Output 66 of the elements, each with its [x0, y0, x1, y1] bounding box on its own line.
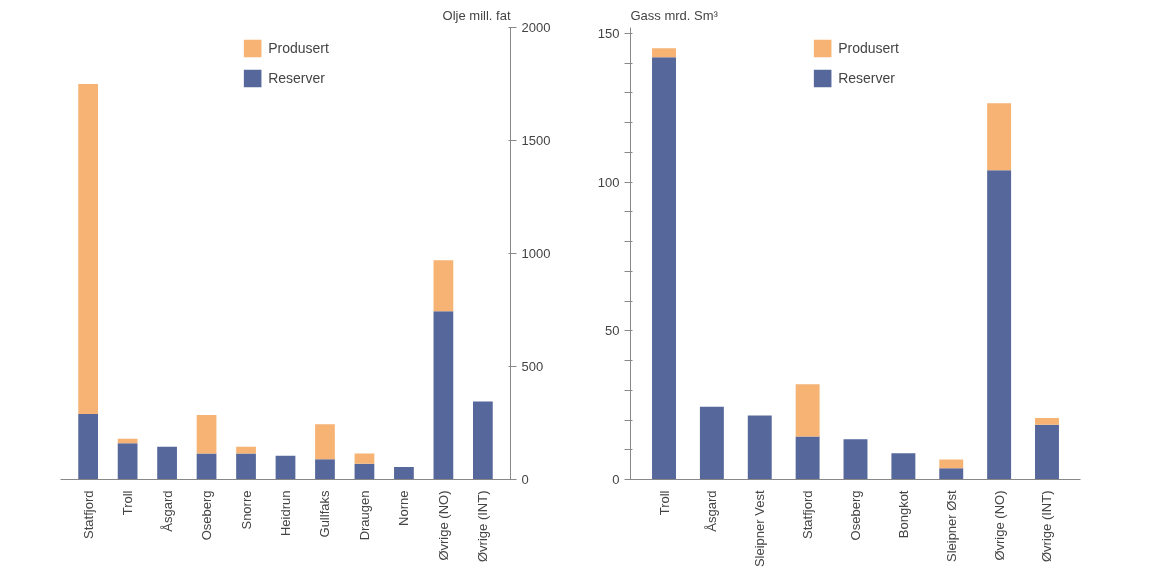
- bar: [1035, 424, 1059, 480]
- bar: [939, 468, 964, 480]
- y-tick-label: 500: [521, 359, 544, 374]
- y-tick-label: 2000: [521, 20, 551, 35]
- bar: [987, 103, 1012, 171]
- x-tick-label: Draugen: [356, 490, 372, 541]
- x-tick-label: Statfjord: [80, 490, 96, 539]
- bar: [236, 446, 256, 454]
- bar: [795, 384, 820, 437]
- legend-label: Produsert: [268, 40, 329, 56]
- bar: [236, 453, 256, 480]
- bar: [354, 463, 375, 480]
- bar: [433, 311, 454, 480]
- x-tick-label: Troll: [656, 490, 672, 516]
- legend-label: Produsert: [838, 40, 899, 56]
- x-tick-label: Øvrige (INT): [475, 490, 491, 562]
- bar: [987, 170, 1012, 480]
- bar: [196, 415, 217, 454]
- bar: [843, 439, 868, 480]
- x-tick-label: Gullfaks: [317, 490, 333, 538]
- bar: [939, 459, 964, 469]
- bar: [747, 415, 772, 480]
- bar: [433, 260, 454, 312]
- x-tick-label: Troll: [120, 490, 136, 516]
- x-tick-label: Norne: [396, 490, 412, 526]
- bar: [196, 453, 217, 480]
- y-tick-label: 0: [521, 472, 529, 487]
- y-tick-label: 50: [605, 323, 620, 339]
- x-tick-label: Øvrige (NO): [991, 490, 1007, 561]
- x-tick-label: Åsgard: [159, 490, 175, 532]
- x-tick-label: Bongkot: [895, 490, 911, 539]
- bar: [78, 413, 98, 480]
- x-tick-label: Sleipner Øst: [943, 490, 959, 563]
- bar: [315, 424, 335, 460]
- x-tick-label: Åsgard: [704, 490, 720, 532]
- x-tick-label: Snorre: [238, 490, 254, 530]
- x-tick-label: Oseberg: [848, 490, 863, 541]
- y-tick-label: 150: [597, 25, 620, 41]
- bar: [354, 453, 375, 464]
- bar: [699, 406, 724, 480]
- bar: [78, 84, 98, 414]
- x-tick-label: Statfjord: [800, 490, 816, 539]
- x-tick-label: Øvrige (INT): [1039, 490, 1055, 562]
- y-axis-title: Olje mill. fat: [442, 7, 511, 23]
- bar: [157, 446, 177, 480]
- bar: [1035, 417, 1059, 425]
- bar: [652, 57, 676, 480]
- bar: [891, 453, 916, 480]
- legend-label: Reserver: [268, 70, 325, 86]
- y-tick-label: 0: [612, 472, 620, 487]
- y-tick-label: 1000: [521, 246, 551, 261]
- bar: [652, 48, 676, 58]
- bar: [275, 455, 296, 480]
- x-tick-label: Sleipner Vest: [752, 490, 768, 568]
- bar: [473, 401, 493, 480]
- y-tick-label: 100: [597, 174, 620, 190]
- bar: [117, 443, 138, 480]
- legend-label: Reserver: [838, 70, 895, 86]
- bar: [795, 436, 820, 480]
- x-tick-label: Øvrige (NO): [435, 490, 451, 561]
- bar: [315, 459, 335, 480]
- x-tick-label: Heidrun: [278, 490, 293, 537]
- bar: [394, 467, 414, 480]
- x-tick-label: Oseberg: [199, 490, 215, 541]
- y-tick-label: 1500: [521, 133, 551, 148]
- y-axis-title: Gass mrd. Sm³: [630, 7, 719, 23]
